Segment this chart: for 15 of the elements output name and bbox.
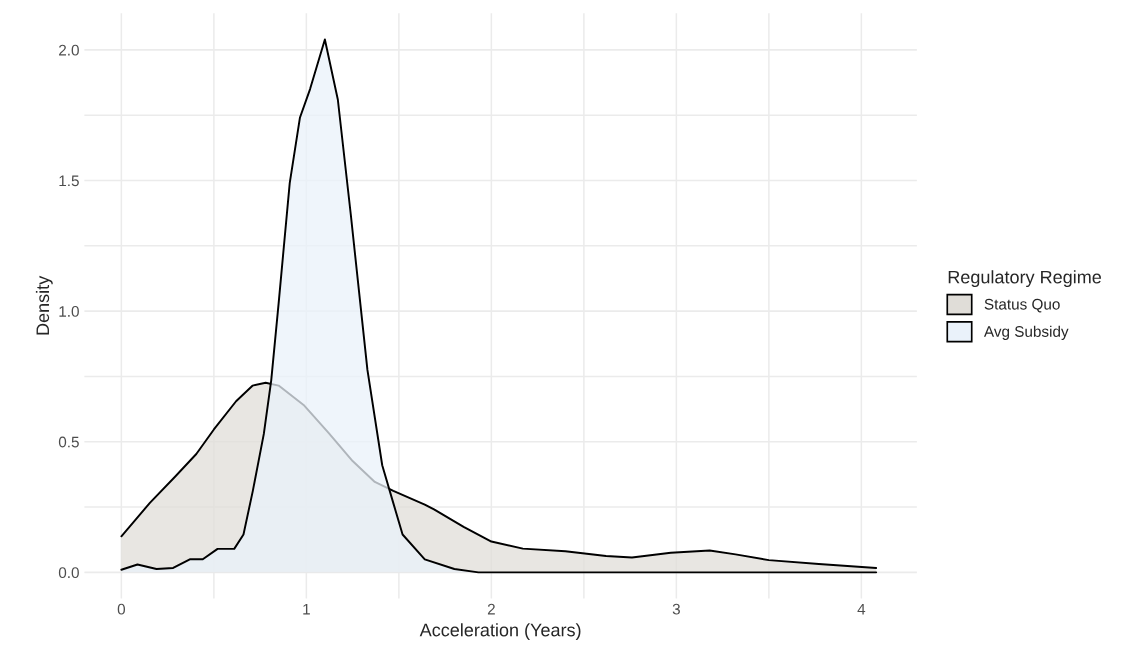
legend-label: Status Quo <box>984 298 1060 313</box>
y-tick-label: 2.0 <box>59 44 79 56</box>
x-tick-label: 2 <box>487 603 495 615</box>
legend-label: Avg Subsidy <box>983 325 1069 340</box>
y-tick-label: 1.0 <box>59 305 79 317</box>
text: 0.0 <box>58 567 79 579</box>
x-tick-label: 1 <box>303 603 310 615</box>
y-tick-label: 1.5 <box>59 175 79 187</box>
x-tick-label: 4 <box>857 603 866 615</box>
x-tick-label: 0 <box>117 603 126 615</box>
x-axis-title: Acceleration (Years) <box>419 623 581 640</box>
x-tick-label: 3 <box>672 603 680 615</box>
y-tick-label: 0.5 <box>58 436 79 448</box>
y-axis-title: Density <box>35 275 53 335</box>
legend-title: Regulatory Regime <box>948 270 1102 288</box>
